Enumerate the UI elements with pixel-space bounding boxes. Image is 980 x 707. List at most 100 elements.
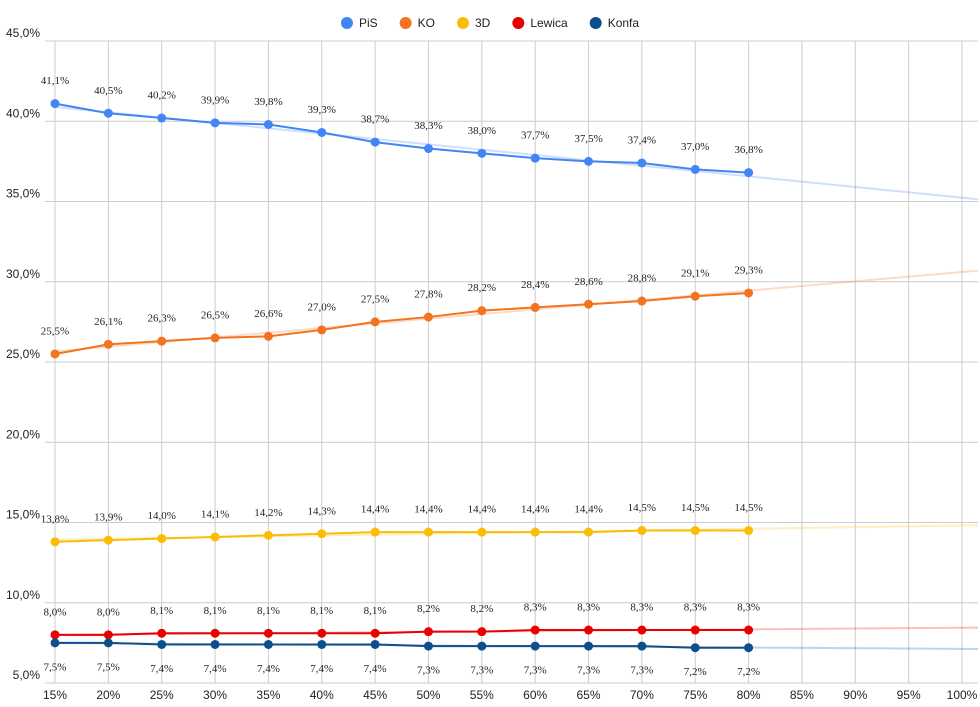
- data-label: 8,3%: [684, 602, 707, 614]
- point: [50, 349, 60, 359]
- point: [744, 643, 754, 653]
- point: [210, 118, 220, 128]
- point: [584, 299, 594, 309]
- y-tick-label: 15,0%: [6, 508, 40, 522]
- data-label: 7,4%: [204, 663, 227, 675]
- data-label: 8,1%: [257, 605, 280, 617]
- legend-swatch: [589, 17, 602, 29]
- data-label: 8,1%: [150, 605, 173, 617]
- data-label: 7,3%: [470, 665, 493, 677]
- point: [370, 628, 380, 638]
- point: [477, 306, 487, 316]
- data-label: 7,3%: [417, 665, 440, 677]
- data-label: 36,8%: [734, 144, 762, 156]
- point: [690, 526, 700, 536]
- point: [210, 333, 220, 343]
- point: [584, 625, 594, 635]
- data-label: 14,4%: [414, 504, 442, 516]
- point: [530, 302, 540, 312]
- x-tick-label: 60%: [523, 688, 547, 702]
- point: [317, 639, 327, 649]
- point: [263, 530, 273, 540]
- series-line: [54, 291, 749, 355]
- data-label: 26,6%: [254, 308, 282, 320]
- data-label: 14,5%: [734, 502, 762, 514]
- data-label: 26,5%: [201, 309, 229, 321]
- point: [103, 535, 113, 545]
- point: [50, 99, 60, 109]
- point: [477, 627, 487, 637]
- point: [210, 532, 220, 542]
- x-tick-label: 40%: [310, 688, 334, 702]
- legend: PiS KO 3D Lewica Konfa: [340, 16, 640, 30]
- data-label: 27,5%: [361, 293, 389, 305]
- y-tick-label: 30,0%: [6, 267, 40, 281]
- data-label: 29,1%: [681, 268, 709, 280]
- point: [477, 641, 487, 651]
- data-label: 40,2%: [147, 90, 175, 102]
- data-label: 7,2%: [684, 666, 707, 678]
- data-label: 8,1%: [310, 605, 333, 617]
- point: [263, 628, 273, 638]
- y-tick-label: 40,0%: [6, 106, 40, 120]
- point: [477, 148, 487, 158]
- point: [744, 625, 754, 635]
- data-label: 28,4%: [521, 279, 549, 291]
- point: [744, 288, 754, 298]
- data-label: 7,3%: [524, 665, 547, 677]
- point: [530, 153, 540, 163]
- data-label: 27,0%: [308, 301, 336, 313]
- data-label: 38,3%: [414, 120, 442, 132]
- data-label: 7,5%: [97, 661, 120, 673]
- point: [157, 639, 167, 649]
- data-label: 37,0%: [681, 141, 709, 153]
- data-label: 40,5%: [94, 85, 122, 97]
- x-tick-label: 85%: [790, 688, 814, 702]
- point: [637, 296, 647, 306]
- x-tick-label: 70%: [630, 688, 654, 702]
- point: [263, 119, 273, 129]
- point: [530, 625, 540, 635]
- y-tick-label: 25,0%: [6, 347, 40, 361]
- data-label: 14,3%: [308, 505, 336, 517]
- x-tick-label: 45%: [363, 688, 387, 702]
- x-tick-label: 65%: [577, 688, 601, 702]
- x-tick-label: 35%: [256, 688, 280, 702]
- x-tick-label: 100%: [947, 688, 978, 702]
- point: [637, 526, 647, 536]
- point: [423, 627, 433, 637]
- data-label: 39,9%: [201, 94, 229, 106]
- data-label: 29,3%: [734, 265, 762, 277]
- point: [210, 639, 220, 649]
- data-label: 38,7%: [361, 114, 389, 126]
- data-label: 8,3%: [577, 602, 600, 614]
- series-line: [55, 641, 749, 649]
- point: [477, 527, 487, 537]
- point: [157, 534, 167, 544]
- data-label: 37,5%: [574, 133, 602, 145]
- legend-label: 3D: [475, 16, 491, 30]
- data-label: 7,4%: [257, 663, 280, 675]
- x-tick-label: 90%: [843, 688, 867, 702]
- x-tick-label: 30%: [203, 688, 227, 702]
- x-tick-label: 55%: [470, 688, 494, 702]
- data-label: 7,4%: [150, 663, 173, 675]
- point: [50, 537, 60, 547]
- data-label: 14,0%: [147, 510, 175, 522]
- data-label: 28,6%: [574, 276, 602, 288]
- point: [530, 527, 540, 537]
- legend-label: Konfa: [608, 16, 640, 30]
- point: [103, 108, 113, 118]
- legend-label: Lewica: [530, 16, 568, 30]
- point: [103, 339, 113, 349]
- data-label: 14,4%: [521, 504, 549, 516]
- point: [157, 336, 167, 346]
- point: [157, 628, 167, 638]
- point: [370, 527, 380, 537]
- point: [157, 113, 167, 123]
- data-label: 25,5%: [41, 326, 69, 338]
- series-line: [54, 102, 749, 174]
- data-label: 38,0%: [468, 125, 496, 137]
- point: [744, 526, 754, 536]
